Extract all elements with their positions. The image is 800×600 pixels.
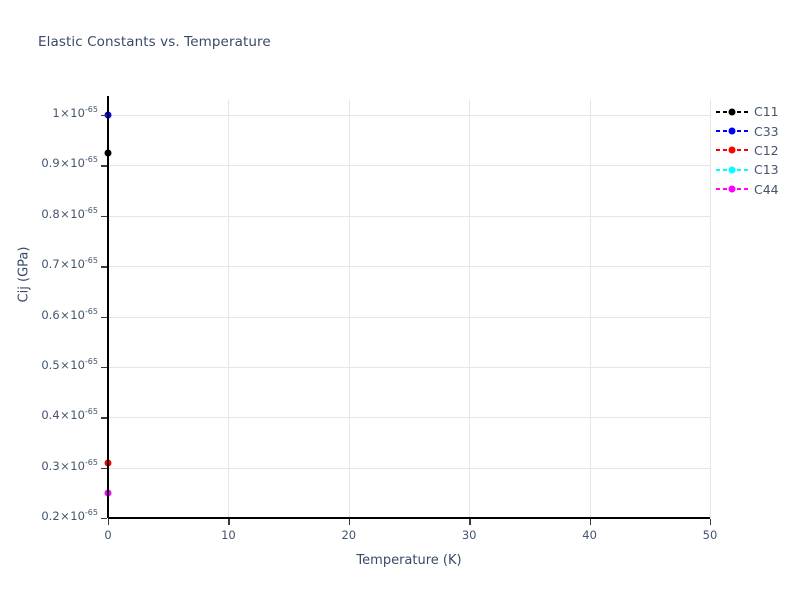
gridline-vertical — [710, 100, 711, 518]
y-tick-mark — [101, 115, 107, 117]
gridline-horizontal — [108, 165, 710, 167]
x-axis-spine — [108, 517, 710, 519]
legend-marker-icon — [728, 108, 736, 116]
y-tick-mark — [101, 165, 107, 167]
legend-label: C33 — [754, 123, 779, 139]
x-tick-label: 50 — [702, 528, 718, 542]
y-tick-mark — [101, 417, 107, 419]
chart-title: Elastic Constants vs. Temperature — [38, 34, 271, 50]
gridline-vertical — [228, 100, 230, 518]
y-tick-mark — [101, 215, 107, 218]
gridline-horizontal — [108, 115, 710, 117]
y-axis-spine — [107, 96, 109, 518]
y-tick-label: 0.8×10-65 — [41, 206, 98, 221]
legend-label: C11 — [754, 104, 779, 120]
legend-marker-icon — [728, 185, 736, 193]
y-tick-label: 0.4×10-65 — [41, 407, 98, 423]
legend-item-c44[interactable]: C44 — [716, 180, 800, 199]
legend-marker-icon — [728, 166, 736, 174]
y-tick-label: 0.7×10-65 — [41, 256, 98, 272]
x-tick-label: 30 — [461, 528, 477, 542]
x-tick-mark — [469, 519, 471, 525]
legend-label: C13 — [754, 162, 779, 178]
y-tick-label: 0.6×10-65 — [41, 306, 98, 322]
gridline-horizontal — [108, 417, 710, 419]
x-tick-label: 40 — [582, 528, 597, 542]
y-tick-label: 0.2×10-65 — [41, 508, 98, 523]
legend-item-c11[interactable]: C11 — [716, 102, 800, 121]
y-tick-label: 0.3×10-65 — [41, 457, 98, 473]
y-tick-label: 0.9×10-65 — [41, 155, 98, 171]
gridline-horizontal — [108, 467, 710, 469]
y-axis-label: Cij (GPa) — [16, 246, 32, 303]
legend-label: C12 — [754, 142, 779, 158]
x-tick-label: 20 — [341, 528, 357, 542]
legend-line-sample — [716, 144, 748, 156]
legend-item-c13[interactable]: C13 — [716, 160, 800, 179]
y-tick-mark — [101, 316, 107, 318]
x-axis-label: Temperature (K) — [356, 553, 462, 568]
gridline-vertical — [589, 100, 591, 518]
y-tick-mark — [101, 266, 107, 268]
legend-line-sample — [716, 183, 748, 195]
y-tick-mark — [101, 467, 107, 470]
gridline-vertical — [469, 100, 471, 518]
x-tick-mark — [710, 519, 712, 525]
x-tick-mark — [108, 519, 110, 525]
x-tick-mark — [589, 519, 591, 525]
legend-line-sample — [716, 106, 748, 118]
x-tick-label: 0 — [104, 528, 112, 542]
y-tick-mark — [101, 518, 107, 520]
x-tick-label: 10 — [221, 528, 236, 542]
legend-line-sample — [716, 125, 748, 137]
x-tick-mark — [228, 519, 230, 525]
gridline-horizontal — [108, 266, 710, 268]
x-tick-mark — [348, 519, 351, 525]
legend-label: C44 — [754, 181, 779, 197]
legend-marker-icon — [728, 146, 736, 154]
gridline-vertical — [348, 100, 350, 518]
gridline-horizontal — [108, 316, 710, 318]
legend-line-sample — [716, 164, 748, 176]
y-tick-mark — [101, 366, 107, 369]
chart-legend: C11 C33 C12 C13 C44 — [716, 102, 800, 199]
y-tick-label: 0.5×10-65 — [41, 357, 98, 372]
y-tick-label: 1×10-65 — [52, 105, 98, 121]
gridline-horizontal — [108, 366, 710, 368]
legend-marker-icon — [728, 127, 736, 135]
legend-item-c12[interactable]: C12 — [716, 141, 800, 160]
legend-item-c33[interactable]: C33 — [716, 121, 800, 140]
gridline-horizontal — [108, 215, 710, 217]
plot-area — [104, 100, 711, 519]
